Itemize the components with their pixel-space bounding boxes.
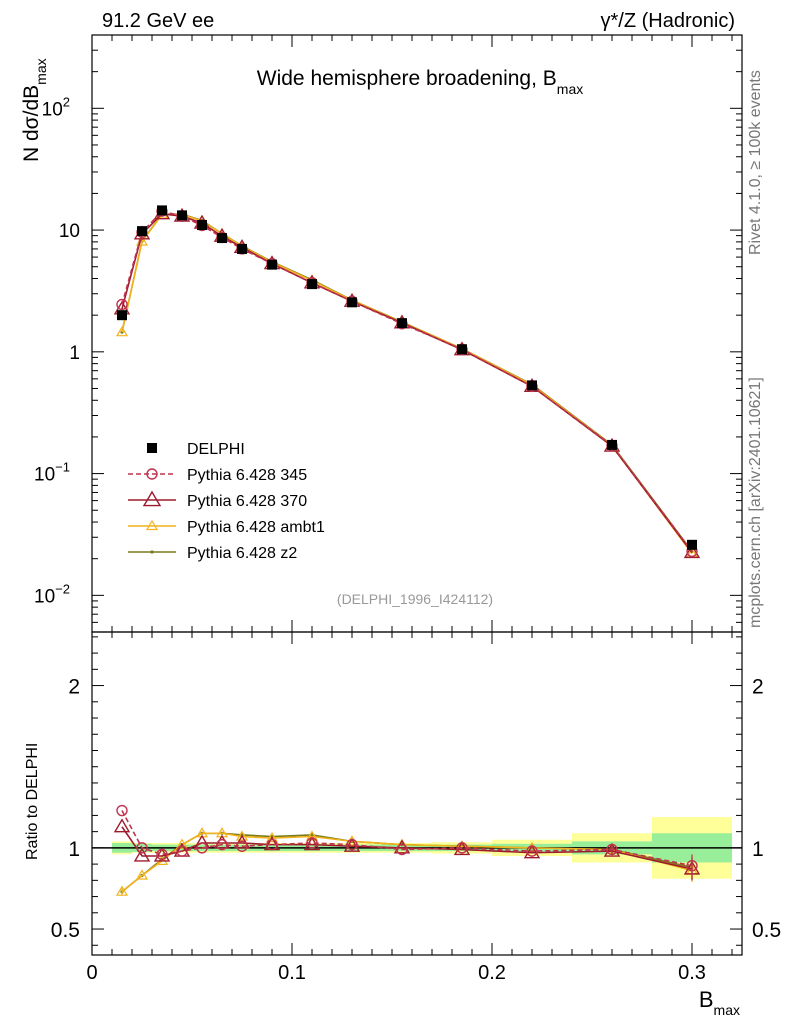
marker-p370 xyxy=(683,544,701,559)
x-axis-label-text: B xyxy=(699,987,714,1012)
main-y-tick-label: 102 xyxy=(42,94,70,120)
data-point-delphi xyxy=(607,439,617,450)
ratio-marker-p345 xyxy=(156,848,168,861)
data-point-delphi xyxy=(157,205,167,216)
main-title-subscript: max xyxy=(557,81,583,97)
process-label: γ*/Z (Hadronic) xyxy=(601,10,735,32)
legend-marker-p370 xyxy=(142,490,162,507)
ratio-marker-p370 xyxy=(113,818,131,833)
ratio-marker-p345 xyxy=(196,842,208,854)
main-y-tick-label: 10 xyxy=(59,221,80,242)
ratio-marker-p370 xyxy=(603,842,621,857)
energy-label: 91.2 GeV ee xyxy=(102,10,214,32)
main-plot-area xyxy=(113,205,701,559)
ratio-marker-p345 xyxy=(686,860,698,872)
data-point-delphi xyxy=(197,220,207,231)
data-point-delphi xyxy=(527,380,537,391)
marker-p345 xyxy=(116,298,128,311)
mcplots-label: mcplots.cern.ch [arXiv:2401.10621] xyxy=(747,377,764,628)
main-frame xyxy=(91,34,743,633)
ratio-marker-ambt1 xyxy=(265,831,279,843)
data-point-delphi xyxy=(687,539,697,550)
legend-marker-p345 xyxy=(146,468,158,480)
ratio-marker-p370 xyxy=(133,847,151,862)
ratio-marker-p345 xyxy=(266,838,278,851)
legend-label-p370: Pythia 6.428 370 xyxy=(187,493,307,510)
ratio-marker-p345 xyxy=(136,842,148,854)
ratio-marker-p345 xyxy=(306,837,318,849)
marker-ambt1 xyxy=(115,325,129,337)
ratio-marker-z2 xyxy=(310,833,314,837)
ratio-panel: 0.5 0.5 1 1 2 2 0 0.1 0.2 0.3 Ratio to DELPHI Bma… xyxy=(24,631,781,1018)
ratio-marker-ambt1 xyxy=(115,885,129,896)
main-y-axis-label-text: N dσ/dB xyxy=(20,85,43,162)
legend-label-ambt1: Pythia 6.428 ambt1 xyxy=(187,519,325,536)
ratio-marker-p345 xyxy=(216,838,228,851)
ratio-y-tick-label: 2 xyxy=(68,676,80,699)
ratio-y-tick-label: 0.5 xyxy=(51,919,80,942)
main-y-axis: 10−2 10−1 1 10 102 xyxy=(34,34,742,633)
ratio-marker-p345 xyxy=(456,842,468,854)
x-axis-label: Bmax xyxy=(699,987,740,1018)
ratio-plot-area xyxy=(113,804,701,896)
main-y-tick-label: 10−1 xyxy=(34,460,70,486)
data-point-delphi xyxy=(177,210,187,221)
x-tick-label: 0.3 xyxy=(678,962,706,984)
legend-marker-ambt1 xyxy=(145,519,159,531)
data-point-delphi xyxy=(117,310,127,321)
data-point-delphi xyxy=(307,279,317,290)
analysis-watermark: (DELPHI_1996_I424112) xyxy=(337,591,493,607)
ratio-marker-p370 xyxy=(193,834,211,849)
data-point-delphi xyxy=(267,259,277,270)
main-y-tick-label: 1 xyxy=(69,343,80,364)
legend-label-p345: Pythia 6.428 345 xyxy=(187,467,307,484)
ratio-y-tick-label-right: 0.5 xyxy=(752,919,781,942)
ratio-marker-p345 xyxy=(176,845,188,857)
ratio-axes: 0.5 0.5 1 1 2 2 0 0.1 0.2 0.3 xyxy=(51,632,781,984)
ratio-y-tick-label-right: 1 xyxy=(752,838,764,861)
ratio-marker-p345 xyxy=(526,845,538,857)
legend-marker-data xyxy=(147,443,157,453)
ratio-marker-p345 xyxy=(346,838,358,851)
ratio-marker-p345 xyxy=(116,804,128,817)
x-tick-label: 0.1 xyxy=(278,962,306,984)
ratio-marker-ambt1 xyxy=(175,838,189,849)
data-point-delphi xyxy=(397,318,407,329)
main-y-axis-label-subscript: max xyxy=(33,58,49,84)
ratio-y-tick-label: 1 xyxy=(68,838,80,861)
legend: DELPHI Pythia 6.428 345 Pythia 6.428 370 Py… xyxy=(128,441,325,562)
ratio-marker-ambt1 xyxy=(155,854,169,865)
ratio-line-p370 xyxy=(121,826,693,870)
ratio-y-tick-label-right: 2 xyxy=(752,676,764,699)
data-point-delphi xyxy=(347,297,357,308)
main-y-tick-label: 10−2 xyxy=(34,581,70,607)
ratio-marker-p345 xyxy=(236,840,248,852)
x-tick-label: 0 xyxy=(86,962,97,984)
main-panel: 10−2 10−1 1 10 102 Wide hemisphere broadenin… xyxy=(20,34,743,633)
main-y-axis-label: N dσ/dBmax xyxy=(20,58,49,162)
legend-marker-z2 xyxy=(150,550,154,554)
ratio-marker-p345 xyxy=(606,843,618,856)
ratio-marker-ambt1 xyxy=(305,830,319,841)
main-title: Wide hemisphere broadening, Bmax xyxy=(257,67,583,97)
main-title-text: Wide hemisphere broadening, B xyxy=(257,67,557,90)
x-axis-label-subscript: max xyxy=(714,1002,740,1018)
ratio-y-axis-label: Ratio to DELPHI xyxy=(24,743,41,860)
data-point-delphi xyxy=(137,226,147,237)
ratio-marker-p345 xyxy=(396,843,408,856)
legend-label-data: DELPHI xyxy=(187,441,245,458)
ratio-marker-p370 xyxy=(523,844,541,859)
ratio-marker-p370 xyxy=(153,847,171,862)
ratio-marker-ambt1 xyxy=(235,830,249,841)
x-tick-label: 0.2 xyxy=(478,962,506,984)
data-point-delphi xyxy=(457,344,467,355)
ratio-line-p345 xyxy=(121,810,693,867)
rivet-label: Rivet 4.1.0, ≥ 100k events xyxy=(747,70,764,255)
data-point-delphi xyxy=(217,233,227,244)
legend-label-z2: Pythia 6.428 z2 xyxy=(187,545,297,562)
ratio-frame xyxy=(91,631,743,956)
ratio-marker-ambt1 xyxy=(135,869,149,880)
data-point-delphi xyxy=(237,243,247,254)
